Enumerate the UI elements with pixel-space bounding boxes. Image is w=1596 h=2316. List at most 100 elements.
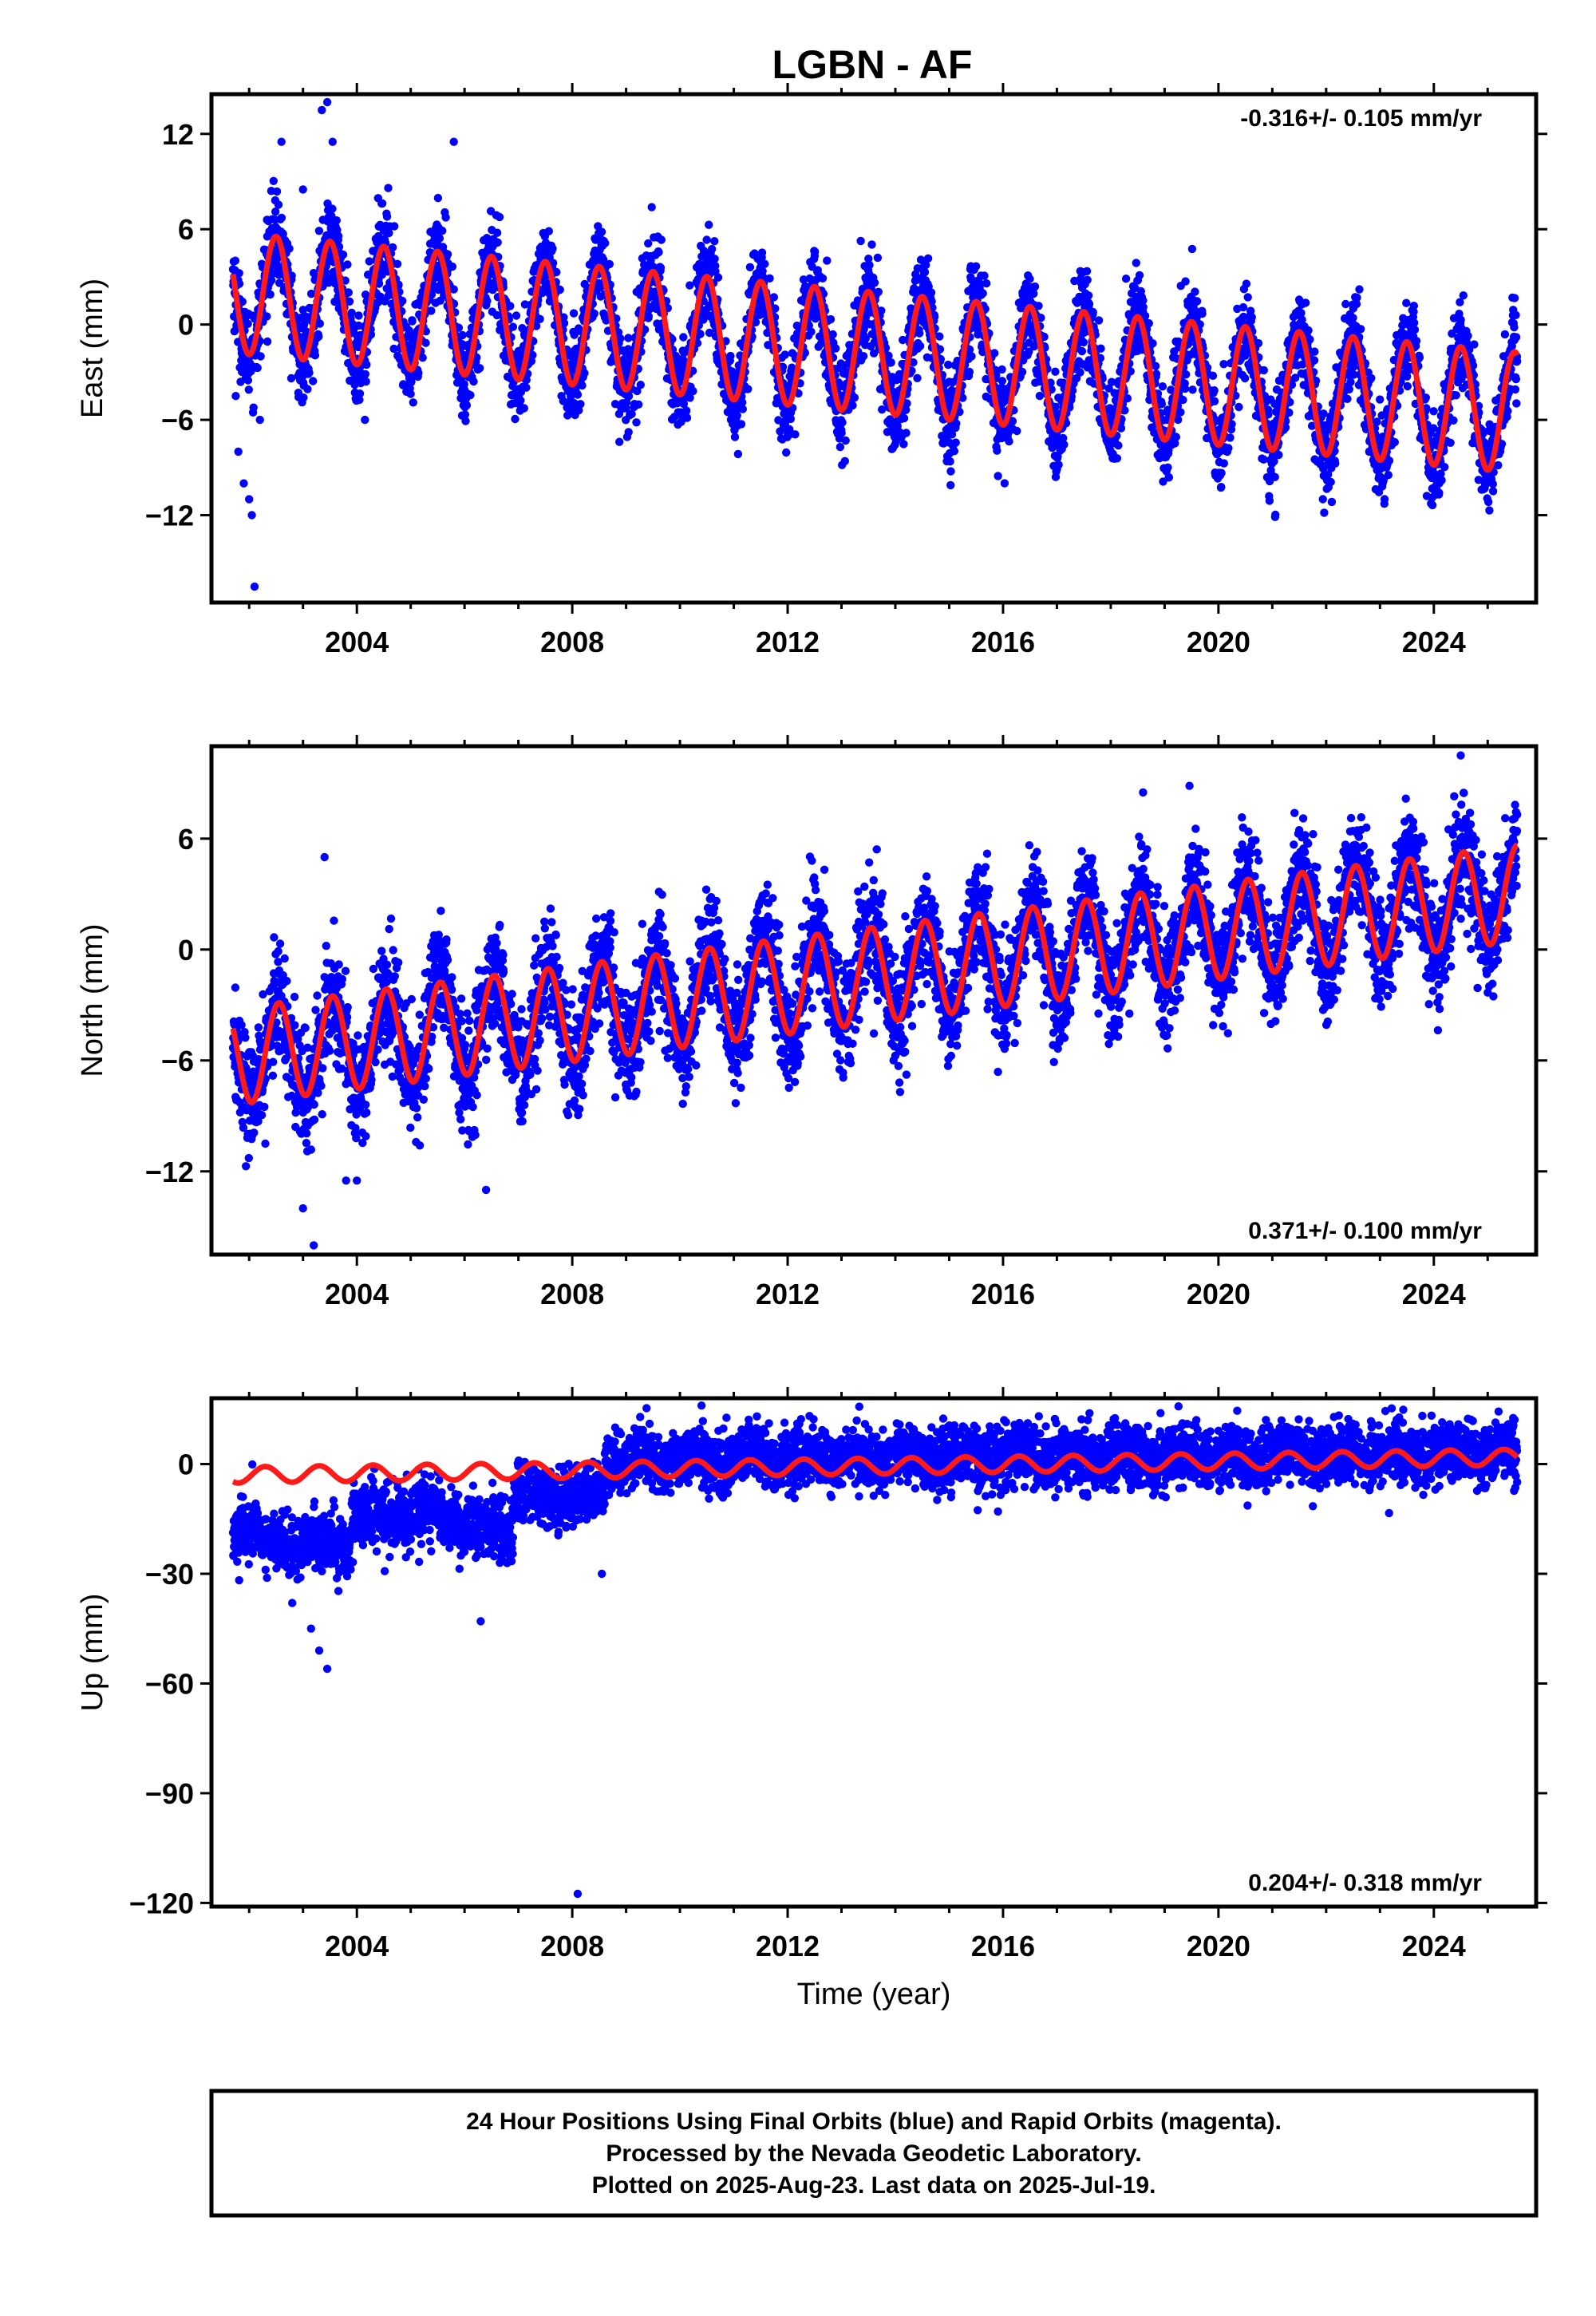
east-point [998,365,1006,374]
east-point [1030,282,1040,291]
east-point [256,352,265,361]
east-point [758,272,768,281]
east-point [238,297,247,306]
east-point [899,440,908,449]
east-point [286,373,296,383]
east-point [377,199,387,208]
east-point [1285,408,1294,417]
east-point [1034,302,1043,310]
east-point [1327,497,1337,507]
east-point [1084,299,1094,308]
east-point [1343,394,1352,403]
east-point [624,392,634,401]
east-point [654,247,663,257]
east-point [899,413,909,423]
east-point [1139,302,1148,311]
east-point [850,393,859,402]
east-point [913,373,922,382]
east-point [555,285,564,294]
east-point [1054,460,1063,469]
east-point [269,176,278,185]
east-point [946,467,955,476]
east-point [438,227,447,235]
east-point [915,342,925,350]
east-point [435,234,444,243]
east-point [836,442,845,452]
east-point [1224,444,1233,453]
east-point [338,250,348,259]
east-point [347,308,356,318]
east-point [856,236,865,246]
east-point [1345,385,1354,393]
east-point [813,266,822,275]
east-point [1029,289,1038,298]
east-point [726,351,735,361]
east-point [253,363,262,373]
east-point [946,457,954,466]
east-point [679,333,688,342]
east-point [1376,395,1385,404]
east-point [818,274,828,283]
east-point [263,312,271,321]
east-point [472,353,481,362]
east-point [873,253,883,263]
east-point [902,429,911,437]
east-point [1191,287,1199,296]
east-point [441,213,450,222]
east-point [1240,373,1250,383]
east-point [355,389,365,398]
east-point [559,318,569,328]
east-point [1181,277,1190,286]
east-point [548,244,557,253]
east-point [915,329,924,338]
east-point [354,311,363,320]
east-point [1171,433,1181,441]
east-point [578,381,587,390]
east-point [1357,325,1365,334]
east-point [458,330,467,340]
east-point [859,352,868,361]
east-point [1025,275,1034,283]
east-point [511,414,519,424]
east-point [1385,456,1394,465]
east-point [681,406,691,415]
east-point [1188,385,1197,394]
east-point [887,358,895,367]
east-point [1084,291,1093,300]
east-point [1164,473,1174,482]
east-point [1176,408,1185,417]
east-point [823,256,832,265]
east-point [1331,459,1340,468]
east-point [707,244,717,254]
east-point [389,344,398,354]
east-point [696,330,705,338]
east-point [1094,316,1104,325]
east-point [1144,319,1154,328]
east-point [1163,463,1172,472]
east-point [1318,495,1327,504]
east-point [778,362,788,371]
east-point [334,243,344,251]
east-point [385,228,393,238]
east-point [1148,339,1157,348]
east-point [1349,314,1357,322]
east-point [671,351,680,361]
east-point [656,263,666,272]
figure-title: LGBN - AF [772,42,973,87]
east-point [362,360,371,370]
east-point [433,193,443,203]
east-point [267,276,276,285]
east-point [705,220,713,229]
east-point [685,281,694,290]
east-point [745,263,755,271]
east-point [710,237,719,246]
east-point [390,222,399,231]
east-point [699,247,709,255]
east-point [799,275,808,284]
east-point [306,289,316,298]
east-point [1182,370,1191,379]
east-point [469,377,478,386]
east-point [1192,297,1202,306]
east-point [1017,367,1027,377]
east-point [832,344,840,353]
